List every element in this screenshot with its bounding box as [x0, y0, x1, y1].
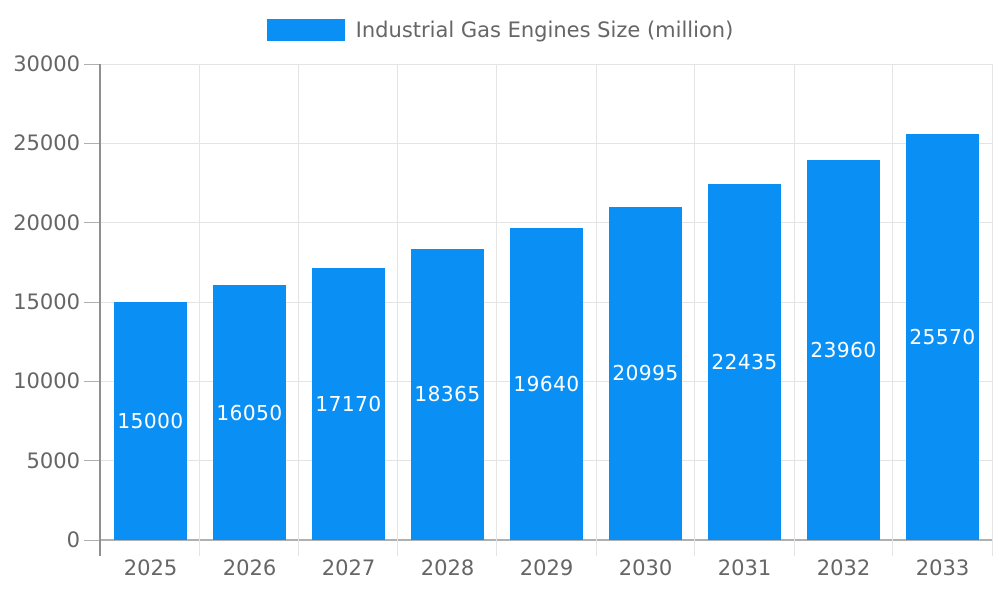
x-gridline: [892, 64, 894, 556]
bar-column-2031: 22435: [695, 64, 794, 540]
chart-plot-area: 15000 16050 17170 18365 19640 20995 22435 23960…: [84, 63, 993, 556]
bar-2029: 19640: [509, 228, 584, 540]
bar-column-2030: 20995: [596, 64, 695, 540]
x-gridline: [991, 64, 993, 556]
y-tick-mark: [84, 63, 101, 65]
x-tick-label: 2033: [915, 556, 970, 580]
x-tick-label: 2031: [717, 556, 772, 580]
x-gridline: [298, 64, 300, 556]
y-tick-mark: [84, 380, 101, 382]
y-gridline: [101, 142, 992, 144]
x-tick-label: 2027: [321, 556, 376, 580]
bar-2031: 22435: [707, 184, 782, 540]
x-gridline: [496, 64, 498, 556]
bar-2032: 23960: [806, 159, 881, 540]
legend-swatch: [266, 19, 345, 41]
bar-columns: 15000 16050 17170 18365 19640 20995 22435 23960…: [101, 64, 992, 540]
y-tick-label: 20000: [13, 210, 80, 235]
bar-column-2032: 23960: [794, 64, 893, 540]
bar-value-label: 23960: [810, 337, 877, 362]
x-gridline: [793, 64, 795, 556]
x-gridline: [694, 64, 696, 556]
x-tick-label: 2028: [420, 556, 475, 580]
y-tick-label: 10000: [13, 369, 80, 394]
bar-2025: 15000: [113, 302, 188, 540]
x-gridline: [199, 64, 201, 556]
y-tick-mark: [84, 142, 101, 144]
bar-column-2027: 17170: [299, 64, 398, 540]
bar-column-2033: 25570: [893, 64, 992, 540]
y-tick-mark: [84, 460, 101, 462]
bar-value-label: 22435: [711, 350, 778, 375]
chart-legend: Industrial Gas Engines Size (million): [0, 18, 1000, 42]
y-tick-label: 0: [66, 528, 80, 552]
y-axis-line: [99, 64, 101, 556]
bar-2033: 25570: [905, 134, 980, 540]
bar-value-label: 20995: [612, 361, 679, 386]
y-tick-mark: [84, 301, 101, 303]
bar-column-2025: 15000: [101, 64, 200, 540]
zero-line: [101, 539, 992, 541]
x-tick-label: 2030: [618, 556, 673, 580]
y-axis-labels: 0 5000 10000 15000 20000 25000 30000: [0, 52, 80, 552]
bar-value-label: 18365: [414, 382, 481, 407]
bar-2030: 20995: [608, 206, 683, 540]
y-tick-label: 15000: [13, 290, 80, 314]
y-gridline: [101, 222, 992, 224]
x-tick-label: 2025: [123, 556, 178, 580]
y-tick-mark: [84, 222, 101, 224]
bar-value-label: 17170: [315, 391, 382, 416]
x-tick-label: 2029: [519, 556, 574, 580]
bar-column-2029: 19640: [497, 64, 596, 540]
bar-2026: 16050: [212, 285, 287, 540]
x-gridline: [397, 64, 399, 556]
legend-label: Industrial Gas Engines Size (million): [355, 18, 734, 42]
x-gridline: [595, 64, 597, 556]
bar-value-label: 16050: [216, 400, 283, 425]
legend-item[interactable]: Industrial Gas Engines Size (million): [266, 18, 734, 42]
x-axis-labels: 2025 2026 2027 2028 2029 2030 2031 2032 2033: [101, 556, 992, 580]
x-tick-label: 2026: [222, 556, 277, 580]
bar-2027: 17170: [311, 267, 386, 540]
y-tick-label: 25000: [13, 131, 80, 156]
bar-value-label: 15000: [117, 409, 184, 433]
bar-2028: 18365: [410, 248, 485, 540]
bar-column-2026: 16050: [200, 64, 299, 540]
y-tick-label: 30000: [13, 52, 80, 76]
bar-value-label: 25570: [909, 325, 976, 350]
y-gridline: [101, 63, 992, 65]
y-tick-label: 5000: [26, 448, 80, 473]
bar-value-label: 19640: [513, 372, 580, 397]
y-tick-mark: [84, 539, 101, 541]
x-tick-label: 2032: [816, 556, 871, 580]
bar-column-2028: 18365: [398, 64, 497, 540]
